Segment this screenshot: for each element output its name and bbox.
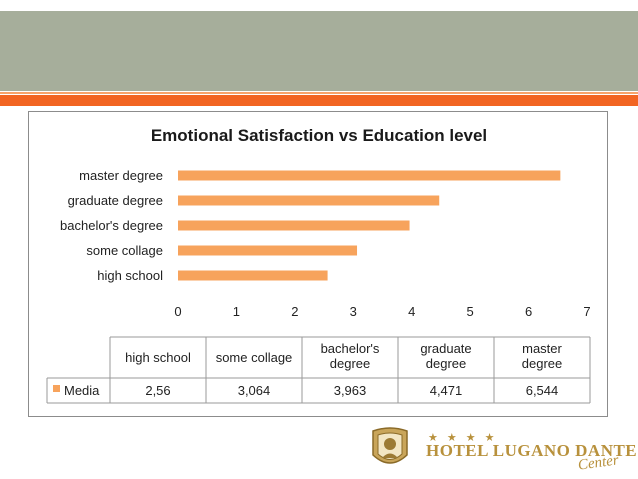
table-value: 2,56 — [145, 383, 170, 398]
chart-title: Emotional Satisfaction vs Education leve… — [151, 126, 487, 145]
table-value: 6,544 — [526, 383, 559, 398]
bar — [178, 195, 440, 206]
hotel-stars: ★★★★ — [428, 431, 504, 444]
bar — [178, 220, 410, 231]
table-header: master — [522, 341, 562, 356]
bar — [178, 170, 561, 181]
x-tick-label: 5 — [467, 304, 474, 319]
table-value: 3,064 — [238, 383, 271, 398]
hotel-crest-icon — [372, 427, 408, 464]
category-label: graduate degree — [68, 193, 163, 208]
table-header: degree — [522, 356, 562, 371]
divider-line — [0, 92, 638, 94]
x-tick-label: 0 — [174, 304, 181, 319]
category-label: high school — [97, 268, 163, 283]
x-tick-label: 2 — [291, 304, 298, 319]
legend-label: Media — [64, 383, 100, 398]
x-tick-label: 7 — [583, 304, 590, 319]
header-band — [0, 11, 638, 91]
bar — [178, 270, 328, 281]
table-header: high school — [125, 350, 191, 365]
chart-frame: Emotional Satisfaction vs Education leve… — [28, 111, 608, 417]
table-header: some collage — [216, 350, 293, 365]
table-value: 3,963 — [334, 383, 367, 398]
table-header: bachelor's — [321, 341, 380, 356]
category-label: bachelor's degree — [60, 218, 163, 233]
bar-chart: Emotional Satisfaction vs Education leve… — [46, 126, 591, 404]
table-header: degree — [330, 356, 370, 371]
category-label: some collage — [86, 243, 163, 258]
legend-swatch — [53, 385, 60, 392]
table-header: degree — [426, 356, 466, 371]
accent-band — [0, 95, 638, 106]
table-header: graduate — [420, 341, 471, 356]
hotel-name: HOTEL LUGANO DANTE — [426, 441, 638, 460]
category-label: master degree — [79, 168, 163, 183]
x-tick-label: 4 — [408, 304, 415, 319]
table-value: 4,471 — [430, 383, 463, 398]
x-tick-label: 3 — [350, 304, 357, 319]
x-tick-label: 1 — [233, 304, 240, 319]
bar — [178, 245, 358, 256]
x-tick-label: 6 — [525, 304, 532, 319]
